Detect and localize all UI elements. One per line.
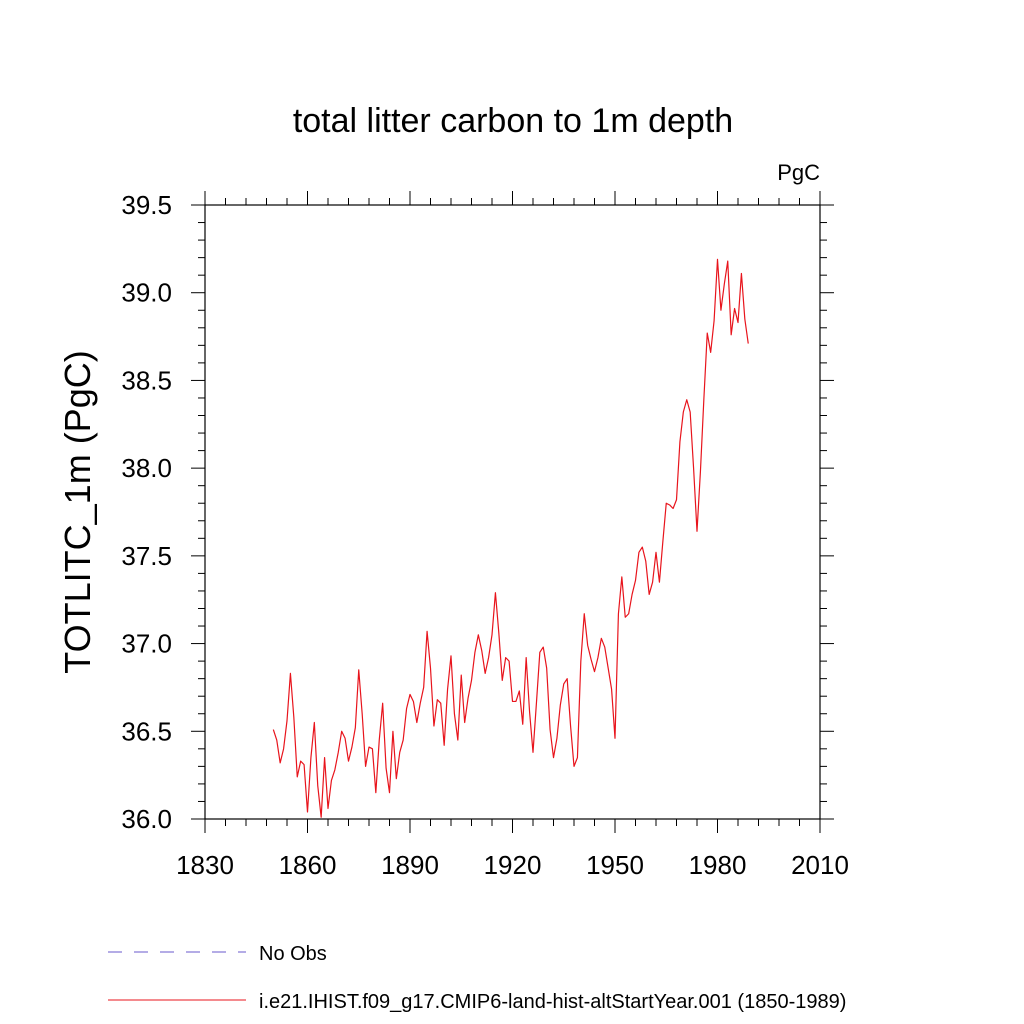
y-tick-label: 38.0 [121, 453, 172, 483]
chart-title: total litter carbon to 1m depth [293, 102, 733, 140]
x-tick-label: 1950 [586, 850, 644, 880]
x-tick-label: 1890 [381, 850, 439, 880]
x-tick-label: 1920 [484, 850, 542, 880]
plot-series [272, 258, 749, 818]
x-axis-ticks: 1830 1860 1890 1920 1950 1980 2010 [176, 191, 849, 880]
y-axis-ticks: 36.0 36.5 37.0 37.5 38.0 38.5 39.0 39.5 [121, 190, 834, 834]
y-tick-label: 36.0 [121, 804, 172, 834]
y-tick-label: 36.5 [121, 716, 172, 746]
plot-frame [204, 204, 821, 820]
y-axis-label: TOTLITC_1m (PgC) [57, 350, 98, 673]
y-tick-label: 39.0 [121, 278, 172, 308]
x-tick-label: 1830 [176, 850, 234, 880]
legend-label-1: i.e21.IHIST.f09_g17.CMIP6-land-hist-altS… [259, 991, 846, 1013]
legend-label-0: No Obs [259, 943, 327, 965]
series-line-1 [272, 258, 749, 818]
y-tick-label: 39.5 [121, 190, 172, 220]
x-tick-label: 1980 [689, 850, 747, 880]
y-tick-label: 37.0 [121, 629, 172, 659]
legend: No Obs i.e21.IHIST.f09_g17.CMIP6-land-his… [108, 943, 846, 1013]
x-tick-label: 2010 [791, 850, 849, 880]
x-tick-label: 1860 [279, 850, 337, 880]
axes [204, 204, 821, 820]
units-label: PgC [777, 160, 820, 185]
y-tick-label: 38.5 [121, 365, 172, 395]
y-tick-label: 37.5 [121, 541, 172, 571]
